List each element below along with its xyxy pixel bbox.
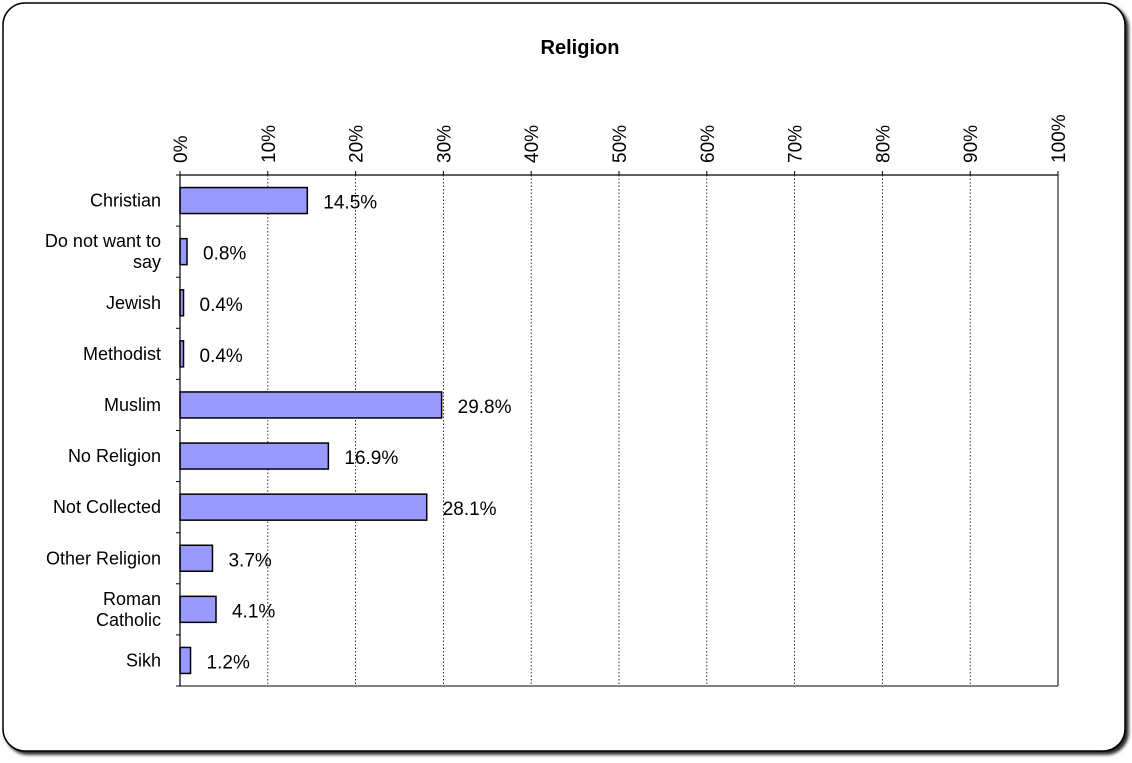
tick-label: 60%: [698, 125, 719, 163]
bar: [179, 237, 188, 266]
tick-label: 10%: [259, 125, 280, 163]
category-label: No Religion: [68, 446, 161, 466]
data-label: 29.8%: [458, 397, 512, 418]
tick-label: 70%: [786, 125, 807, 163]
chart-border: [2, 2, 1126, 752]
category-label: Other Religion: [46, 548, 161, 568]
tick-label: 0%: [171, 135, 192, 163]
data-label: 1.2%: [207, 652, 250, 673]
bar: [179, 391, 443, 419]
data-label: 0.4%: [200, 346, 243, 367]
axes: [176, 174, 1059, 687]
data-label: 16.9%: [344, 448, 398, 469]
bar: [179, 493, 428, 521]
category-label: Methodist: [83, 344, 161, 364]
bar: [179, 442, 330, 470]
tick-label: 50%: [610, 125, 631, 163]
bar: [179, 186, 309, 215]
tick-label: 100%: [1049, 114, 1070, 163]
category-label: Christian: [90, 191, 161, 211]
tick-label: 30%: [434, 125, 455, 163]
data-label: 4.1%: [232, 601, 275, 622]
gridlines: [267, 175, 971, 686]
bar: [179, 544, 214, 572]
data-label: 28.1%: [443, 499, 497, 520]
bar: [179, 595, 217, 624]
data-label: 0.8%: [203, 244, 246, 265]
category-label: Jewish: [106, 293, 161, 313]
tick-label: 20%: [347, 125, 368, 163]
category-label: Sikh: [126, 650, 161, 670]
data-label: 14.5%: [323, 193, 377, 214]
chart-title: Religion: [541, 37, 620, 59]
tick-label: 80%: [873, 125, 894, 163]
category-label: Not Collected: [53, 497, 161, 517]
data-label: 3.7%: [228, 550, 271, 571]
category-label: Muslim: [104, 395, 161, 415]
data-labels: 14.5% 0.8% 0.4% 0.4% 29.8% 16.9% 28.1% 3.7% 4.1%…: [200, 193, 512, 674]
bars: [179, 186, 443, 675]
data-label: 0.4%: [200, 295, 243, 316]
bar: [179, 646, 192, 675]
x-axis-ticks: 0% 10% 20% 30% 40% 50% 60% 70% 80% 90% 100%: [171, 114, 1070, 175]
category-label: Do not want to say: [45, 231, 161, 272]
category-labels: Christian Do not want to say Jewish Methodis…: [45, 191, 161, 671]
tick-label: 40%: [522, 125, 543, 163]
category-label: Roman Catholic: [96, 589, 161, 630]
tick-label: 90%: [961, 125, 982, 163]
